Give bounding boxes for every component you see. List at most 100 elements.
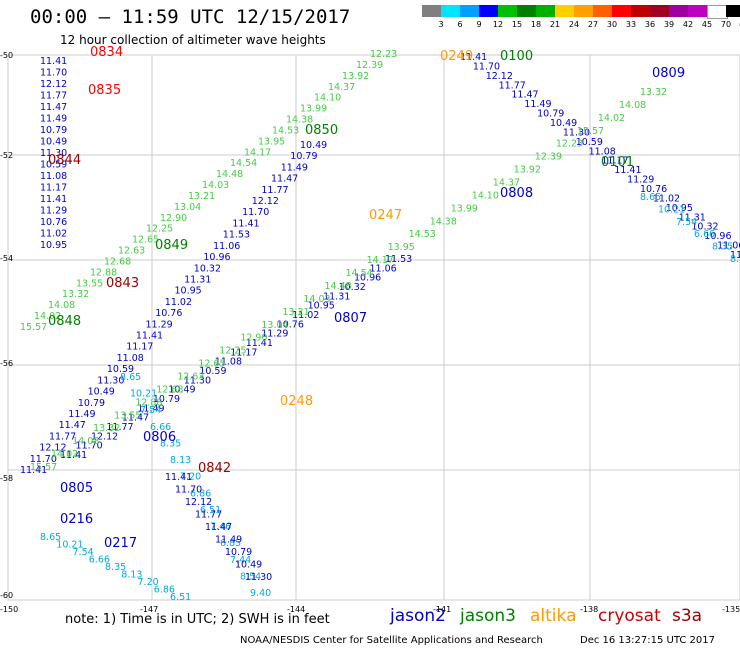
lat-label: -54 xyxy=(0,254,13,263)
swh-value: 11.77 xyxy=(499,80,526,91)
swh-value: 11.53 xyxy=(223,230,250,241)
swh-value: 13.32 xyxy=(640,87,667,98)
swh-value: 7.20 xyxy=(180,472,201,483)
scale-swatch xyxy=(650,5,669,17)
swh-value: 9.40 xyxy=(250,588,271,599)
scale-label: 39 xyxy=(663,20,675,29)
swh-value: 11.41 xyxy=(136,331,163,342)
swh-value: 10.49 xyxy=(88,387,115,398)
swh-value: 14.08 xyxy=(72,436,99,447)
swh-value: 14.17 xyxy=(244,147,271,158)
swh-value: 14.53 xyxy=(272,125,299,136)
map-title: 00:00 – 11:59 UTC 12/15/2017 xyxy=(30,6,351,28)
scale-swatch xyxy=(536,5,555,17)
swh-value: 10.49 xyxy=(40,137,67,148)
swh-value: 12.23 xyxy=(370,49,397,60)
pass-time-label: 0216 xyxy=(60,512,93,527)
swh-value: 11.02 xyxy=(165,297,192,308)
swh-value: 15.57 xyxy=(577,126,604,137)
pass-time-label: 0247 xyxy=(369,208,402,223)
swh-value: 11.47 xyxy=(511,90,538,101)
swh-value: 8.35 xyxy=(160,439,181,450)
swh-value: 11.30 xyxy=(245,572,272,583)
swh-value: 11.41 xyxy=(232,218,259,229)
swh-value: 13.04 xyxy=(174,202,201,213)
scale-label: 30 xyxy=(606,20,618,29)
scale-swatch xyxy=(441,5,460,17)
swh-value: 15.57 xyxy=(20,322,47,333)
swh-value: 10.59 xyxy=(40,160,67,171)
swh-value: 11.49 xyxy=(40,114,67,125)
swh-value: 10.96 xyxy=(203,252,230,263)
swh-value: 11.31 xyxy=(679,212,706,223)
swh-value: 12.12 xyxy=(252,196,279,207)
swh-value: 6.66 xyxy=(89,555,110,566)
sat-legend-jason2: jason2 xyxy=(390,606,446,626)
swh-value: 10.32 xyxy=(194,263,221,274)
pass-time-label: 0807 xyxy=(334,311,367,326)
swh-value: 13.21 xyxy=(188,191,215,202)
lat-label: -50 xyxy=(0,51,13,60)
pass-time-label: 0806 xyxy=(143,430,176,445)
scale-label: 18 xyxy=(530,20,542,29)
swh-value: 11.02 xyxy=(292,310,319,321)
pass-time-label: 0849 xyxy=(155,238,188,253)
scale-label: 24 xyxy=(568,20,580,29)
swh-value: 11.30 xyxy=(184,375,211,386)
swh-value: 10.79 xyxy=(40,125,67,136)
swh-value: 11.49 xyxy=(215,535,242,546)
swh-value: 11.08 xyxy=(589,146,616,157)
scale-label: 21 xyxy=(549,20,561,29)
scale-label: 33 xyxy=(625,20,637,29)
swh-value: 8.35 xyxy=(712,242,733,253)
swh-value: 10.76 xyxy=(40,217,67,228)
swh-value: 12.12 xyxy=(185,497,212,508)
swh-value: 10.79 xyxy=(153,394,180,405)
swh-value: 12.68 xyxy=(104,257,131,268)
swh-value: 7.54 xyxy=(676,217,697,228)
scale-label: 12 xyxy=(492,20,504,29)
pass-time-label: 0848 xyxy=(48,314,81,329)
lon-label: -144 xyxy=(287,605,305,614)
swh-value: 11.41 xyxy=(20,465,47,476)
scale-label: 9 xyxy=(476,20,482,29)
swh-value: 14.02 xyxy=(51,449,78,460)
swh-value: 14.54 xyxy=(346,268,373,279)
swh-value: 11.77 xyxy=(40,91,67,102)
swh-value: 11.29 xyxy=(40,206,67,217)
swh-value: 12.12 xyxy=(486,71,513,82)
swh-value: 14.54 xyxy=(230,158,257,169)
scale-label: 3 xyxy=(438,20,444,29)
swh-value: 13.55 xyxy=(114,410,141,421)
swh-value: 12.39 xyxy=(356,60,383,71)
swh-value: 12.23 xyxy=(556,139,583,150)
pass-time-label: 0805 xyxy=(60,481,93,496)
swh-value: 11.70 xyxy=(242,207,269,218)
swh-value: 11.06 xyxy=(717,241,740,252)
swh-value: 7.20 xyxy=(138,577,159,588)
pass-time-label: 0843 xyxy=(106,276,139,291)
swh-value: 10.95 xyxy=(40,240,67,251)
swh-value: 11.70 xyxy=(175,485,202,496)
swh-value: 6.51 xyxy=(200,505,221,516)
swh-value: 10.95 xyxy=(175,286,202,297)
swh-value: 12.65 xyxy=(132,235,159,246)
timestamp-text: Dec 16 13:27:15 UTC 2017 xyxy=(580,635,715,646)
scale-swatch xyxy=(517,5,536,17)
swh-value: 11.41 xyxy=(60,450,87,461)
pass-time-label: 0248 xyxy=(280,394,313,409)
swh-value: 13.55 xyxy=(76,278,103,289)
lon-label: -147 xyxy=(140,605,158,614)
map-subtitle: 12 hour collection of altimeter wave hei… xyxy=(60,33,326,47)
swh-value: 11.77 xyxy=(49,431,76,442)
swh-value: 10.79 xyxy=(537,109,564,120)
swh-value: 11.47 xyxy=(205,522,232,533)
swh-value: 10.76 xyxy=(277,319,304,330)
swh-value: 6.51 xyxy=(170,592,191,603)
scale-swatch xyxy=(688,5,707,17)
swh-value: 8.13 xyxy=(730,254,740,265)
swh-value: 11.47 xyxy=(40,102,67,113)
swh-value: 11.29 xyxy=(627,175,654,186)
scale-label: 36 xyxy=(644,20,656,29)
